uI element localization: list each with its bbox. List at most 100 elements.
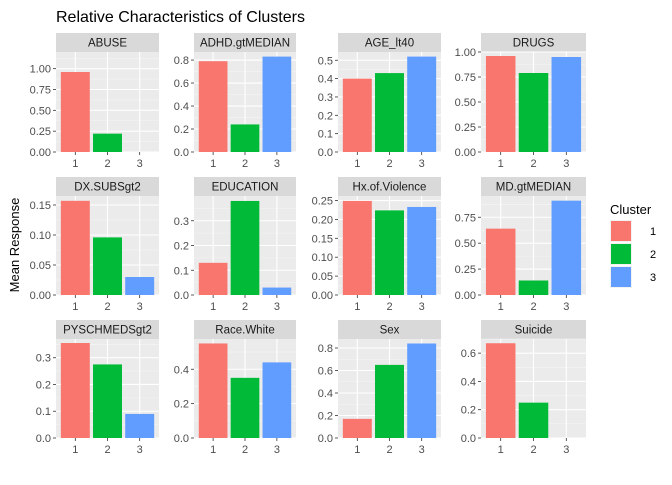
- y-tick-label: 0.05: [30, 260, 51, 272]
- y-tick-label: 0.2: [318, 110, 333, 122]
- y-tick-label: 0.20: [312, 214, 333, 226]
- y-tick-label: 0.0: [174, 147, 189, 159]
- y-tick-label: 0.4: [318, 74, 333, 86]
- legend-entry-1: 1: [610, 220, 656, 242]
- y-tick-label: 0.2: [174, 241, 189, 253]
- x-tick-label: 2: [386, 301, 392, 313]
- y-tick-label: 0.75: [455, 72, 476, 84]
- bar-suicide-cluster-2: [518, 402, 549, 438]
- bar-education-cluster-2: [230, 200, 260, 295]
- y-tick-label: 0.15: [312, 233, 333, 245]
- facet-panel-md-gtmedian: MD.gtMEDIAN 0.00 0.25 0.50 0.75 1 2 3: [455, 177, 586, 313]
- y-tick-label: 0.25: [455, 264, 476, 276]
- y-tick-label: 0.6: [461, 348, 476, 360]
- x-tick-label: 3: [274, 158, 280, 170]
- bar-md-gtmedian-cluster-3: [551, 200, 582, 295]
- x-tick-label: 3: [274, 301, 280, 313]
- bar-hx-of-violence-cluster-3: [407, 206, 437, 295]
- bar-education-cluster-1: [198, 262, 228, 295]
- x-tick-label: 2: [386, 158, 392, 170]
- y-tick-label: 0.25: [455, 122, 476, 134]
- y-tick-label: 0.10: [30, 230, 51, 242]
- x-tick-label: 2: [530, 158, 536, 170]
- x-tick-label: 1: [354, 158, 360, 170]
- bar-race-white-cluster-1: [198, 343, 228, 438]
- y-tick-label: 1.00: [30, 64, 51, 76]
- y-tick-label: 1.00: [455, 47, 476, 59]
- bar-hx-of-violence-cluster-1: [342, 200, 372, 295]
- x-tick-label: 2: [530, 444, 536, 456]
- x-tick-label: 3: [563, 444, 569, 456]
- facet-panel-drugs: DRUGS 0.00 0.25 0.50 0.75 1.00 1 2 3: [455, 33, 586, 170]
- facet-panel-sex: Sex 0.0 0.2 0.4 0.6 0.8 1 2 3: [318, 320, 441, 456]
- bar-sex-cluster-3: [407, 343, 437, 438]
- bar-race-white-cluster-3: [262, 362, 292, 438]
- legend-title: Cluster: [610, 202, 652, 217]
- bar-drugs-cluster-2: [518, 73, 549, 152]
- bar-adhd-gtmedian-cluster-3: [262, 56, 292, 152]
- facet-strip-label: EDUCATION: [212, 182, 279, 194]
- x-tick-label: 3: [563, 158, 569, 170]
- x-tick-label: 1: [498, 444, 504, 456]
- y-tick-label: 0.00: [455, 290, 476, 302]
- facet-strip: [338, 33, 441, 52]
- y-tick-label: 0.75: [30, 85, 51, 97]
- facet-strip: [194, 320, 296, 339]
- x-tick-label: 1: [210, 301, 216, 313]
- x-tick-label: 3: [137, 158, 143, 170]
- y-tick-label: 0.3: [36, 353, 51, 365]
- facet-strip: [481, 320, 586, 339]
- bar-drugs-cluster-1: [485, 56, 516, 152]
- x-tick-label: 3: [419, 301, 425, 313]
- y-tick-label: 0.0: [174, 433, 189, 445]
- y-tick-label: 0.25: [30, 126, 51, 138]
- y-tick-label: 0.1: [36, 406, 51, 418]
- facet-strip: [56, 320, 159, 339]
- y-tick-label: 0.25: [312, 196, 333, 208]
- bar-drugs-cluster-3: [551, 57, 582, 152]
- y-tick-label: 0.50: [30, 105, 51, 117]
- bar-sex-cluster-1: [342, 418, 372, 438]
- y-tick-label: 0.3: [174, 216, 189, 228]
- y-tick-label: 0.0: [174, 290, 189, 302]
- x-tick-label: 3: [563, 301, 569, 313]
- bar-suicide-cluster-1: [485, 343, 516, 438]
- y-tick-label: 0.0: [461, 433, 476, 445]
- facet-strip: [481, 33, 586, 52]
- bar-md-gtmedian-cluster-1: [485, 228, 516, 295]
- x-tick-label: 1: [498, 158, 504, 170]
- y-tick-label: 0.1: [318, 129, 333, 141]
- x-tick-label: 1: [72, 444, 78, 456]
- facet-strip: [338, 177, 441, 196]
- facet-strip-label: DRUGS: [513, 38, 555, 50]
- x-tick-label: 2: [242, 158, 248, 170]
- x-tick-label: 2: [104, 301, 110, 313]
- legend: Cluster 1 2 3: [610, 202, 656, 288]
- facet-strip: [56, 177, 159, 196]
- y-tick-label: 0.4: [174, 364, 189, 376]
- y-tick-label: 0.00: [312, 290, 333, 302]
- facet-strip-label: Sex: [380, 325, 400, 337]
- bar-dx-subsgt2-cluster-2: [93, 237, 122, 295]
- bar-hx-of-violence-cluster-2: [375, 210, 404, 295]
- y-tick-label: 0.15: [30, 200, 51, 212]
- y-tick-label: 0.8: [174, 55, 189, 67]
- y-tick-label: 0.4: [461, 376, 476, 388]
- chart-title: Relative Characteristics of Clusters: [56, 9, 305, 26]
- bar-pyschmedsgt2-cluster-3: [125, 413, 155, 438]
- bar-abuse-cluster-1: [60, 72, 90, 152]
- facet-panel-adhd-gtmedian: ADHD.gtMEDIAN 0.0 0.2 0.4 0.6 0.8 1 2 3: [174, 33, 296, 170]
- y-tick-label: 0.2: [174, 124, 189, 136]
- x-tick-label: 2: [386, 444, 392, 456]
- x-tick-label: 3: [137, 444, 143, 456]
- facet-strip-label: ADHD.gtMEDIAN: [200, 38, 290, 50]
- legend-swatch: [611, 244, 631, 264]
- bar-pyschmedsgt2-cluster-1: [60, 343, 90, 438]
- x-tick-label: 3: [419, 158, 425, 170]
- y-tick-label: 0.50: [455, 97, 476, 109]
- y-tick-label: 0.2: [318, 411, 333, 423]
- facet-strip: [56, 33, 159, 52]
- legend-label: 1: [650, 226, 656, 238]
- y-tick-label: 0.1: [174, 265, 189, 277]
- facet-strip: [194, 177, 296, 196]
